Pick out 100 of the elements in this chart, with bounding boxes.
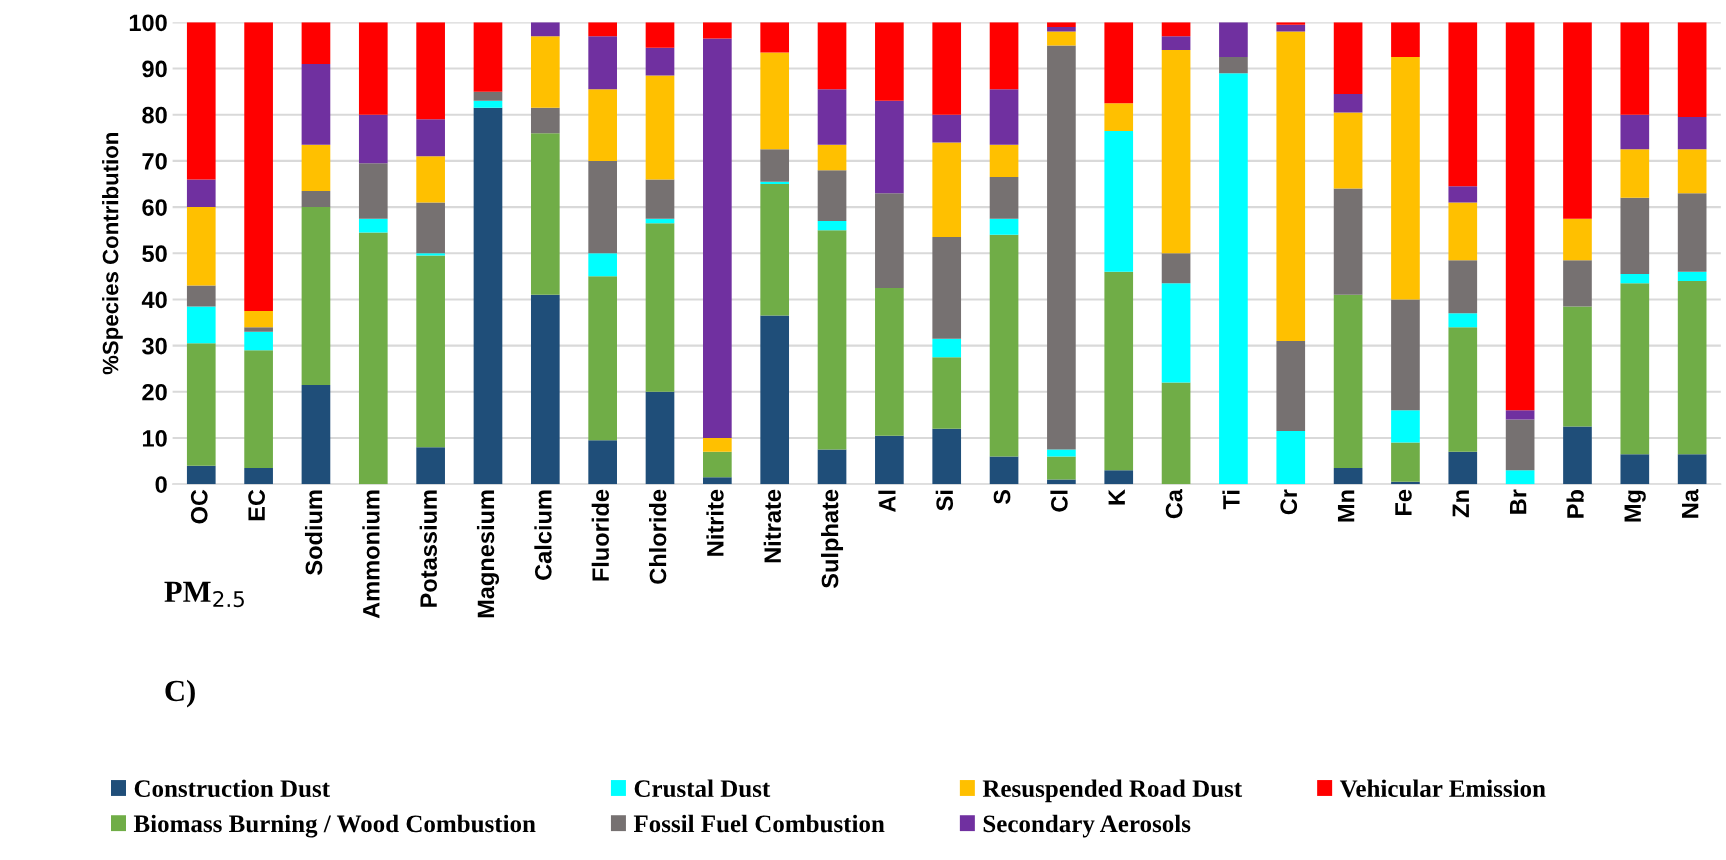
bar [416, 202, 445, 254]
y-tick-label: 90 [142, 60, 167, 78]
bar [817, 89, 847, 145]
bar [473, 22, 503, 92]
x-tick-label: Al [878, 490, 896, 513]
bar [1104, 130, 1134, 272]
bar [530, 22, 560, 37]
bar [301, 190, 331, 208]
x-tick-label: Cr [1280, 489, 1298, 515]
bar [1161, 22, 1191, 37]
bar [932, 428, 962, 485]
bar [932, 114, 962, 143]
bar [1047, 45, 1076, 450]
bar [1448, 22, 1478, 187]
bar [1391, 57, 1420, 300]
bar [1677, 193, 1707, 272]
y-axis-title: %Species Contribution [102, 133, 123, 375]
bar [358, 218, 388, 233]
bar [1104, 22, 1134, 104]
bar [530, 294, 560, 485]
bar [588, 253, 617, 277]
bar [645, 391, 675, 485]
bar [1333, 112, 1363, 189]
bar [1677, 271, 1707, 281]
x-tick-label: Zn [1452, 490, 1469, 518]
bar [588, 36, 617, 90]
bar [1104, 271, 1134, 471]
bar [1448, 202, 1478, 261]
bar [760, 52, 790, 150]
bar [1505, 410, 1535, 420]
x-tick-label: Sulphate [821, 489, 844, 589]
bar [1047, 456, 1076, 480]
legend-label: Crustal Dust [634, 779, 771, 798]
bar [416, 156, 445, 203]
bar [645, 47, 675, 76]
bar [760, 184, 790, 316]
y-tick-label: 0 [155, 476, 167, 493]
bar [645, 179, 675, 219]
x-tick-label: Br [1509, 489, 1527, 514]
bar [760, 315, 790, 485]
y-tick-label: 60 [142, 199, 167, 216]
bar [358, 22, 388, 115]
bar [301, 384, 331, 485]
bar [473, 107, 503, 485]
bar [989, 234, 1019, 457]
bar [186, 285, 216, 307]
legend-label: Construction Dust [134, 779, 330, 798]
bar [1677, 454, 1707, 485]
bar [186, 306, 216, 344]
legend-label: Vehicular Emission [1339, 779, 1546, 798]
bar [588, 22, 617, 37]
bar [1161, 253, 1191, 284]
bar [1276, 24, 1306, 32]
y-tick-label: 70 [142, 152, 167, 170]
bar [875, 287, 904, 436]
y-tick-label: 50 [142, 245, 167, 263]
x-tick-label: K [1108, 489, 1125, 505]
text: PM$_{2.5}$ [164, 581, 244, 608]
bar [1161, 283, 1191, 383]
bar [358, 114, 388, 164]
x-tick-label: Na [1682, 488, 1699, 518]
legend-label: Fossil Fuel Combustion [633, 814, 885, 833]
bar [1563, 260, 1592, 307]
bar [301, 22, 331, 64]
bar [645, 75, 675, 180]
bar [703, 22, 732, 39]
bar [186, 179, 216, 208]
bar [1047, 31, 1076, 46]
bar [703, 451, 732, 478]
text: C) [165, 679, 195, 708]
x-tick-label: Si [935, 490, 954, 511]
bar [1161, 382, 1191, 485]
bar [1391, 299, 1420, 411]
bar [1047, 26, 1076, 32]
x-tick-label: S [993, 489, 1011, 505]
bar [1563, 306, 1592, 427]
bar [875, 435, 904, 485]
bar [416, 253, 445, 256]
bar [244, 22, 273, 311]
bar [1276, 431, 1306, 485]
bar [932, 142, 962, 238]
bar [1563, 218, 1592, 261]
bar [301, 144, 331, 191]
bar [416, 119, 445, 157]
bar [530, 133, 560, 295]
x-tick-label: Pb [1566, 490, 1584, 518]
x-tick-label: Nitrate [763, 489, 782, 563]
x-tick-label: Ti [1222, 490, 1240, 510]
x-tick-label: Potassium [419, 490, 437, 607]
legend-label: Biomass Burning / Wood Combustion [133, 814, 536, 838]
bar [588, 440, 617, 485]
bar [645, 22, 675, 48]
bar [1391, 22, 1420, 57]
bar [1448, 451, 1478, 485]
bar [703, 38, 732, 438]
bar [817, 230, 847, 450]
x-tick-label: Calcium [534, 490, 552, 580]
bar [186, 465, 216, 485]
bar [1620, 114, 1650, 150]
bar [1620, 454, 1650, 485]
